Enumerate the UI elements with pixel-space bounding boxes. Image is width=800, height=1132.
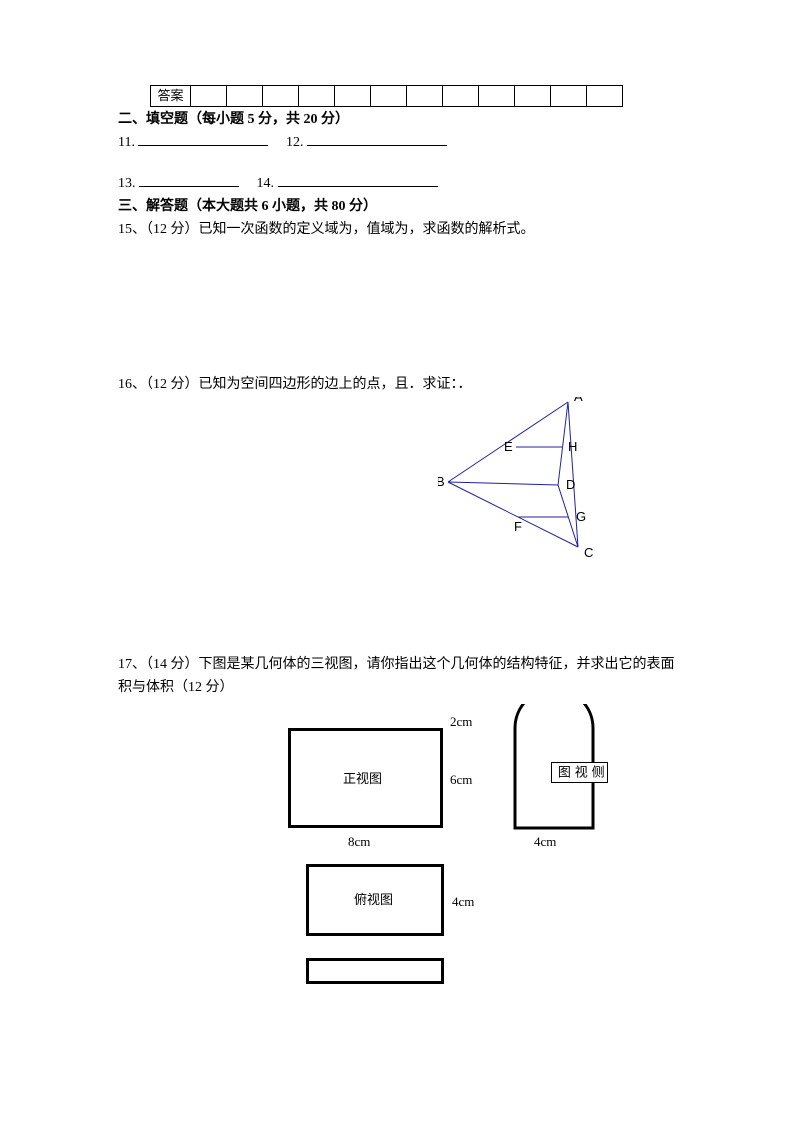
- bottom-rect: [306, 958, 444, 984]
- q14-blank[interactable]: [278, 173, 438, 187]
- answer-table: 答案: [150, 85, 623, 107]
- svg-text:E: E: [504, 439, 513, 454]
- dim-6cm: 6cm: [450, 770, 472, 790]
- answer-cell[interactable]: [299, 86, 335, 107]
- q17-text-b: 积与体积（12 分）: [118, 677, 682, 698]
- q15-text: 15、（12 分）已知一次函数的定义域为，值域为，求函数的解析式。: [118, 219, 682, 240]
- q13-q14-line: 13. 14.: [118, 173, 682, 194]
- q17-text-a: 17、（14 分）下图是某几何体的三视图，请你指出这个几何体的结构特征，并求出它…: [118, 654, 682, 675]
- q16-figure: A B C D E F G H: [438, 397, 638, 562]
- q13-blank[interactable]: [139, 173, 239, 187]
- answer-cell[interactable]: [443, 86, 479, 107]
- answer-cell[interactable]: [335, 86, 371, 107]
- q11-number: 11.: [118, 135, 135, 150]
- answer-cell[interactable]: [551, 86, 587, 107]
- svg-text:B: B: [438, 474, 445, 489]
- dim-4cm-top: 4cm: [452, 892, 474, 912]
- dim-2cm: 2cm: [450, 712, 472, 732]
- q12-number: 12.: [286, 135, 304, 150]
- dim-4cm-side: 4cm: [534, 832, 556, 852]
- front-view-label: 正视图: [343, 769, 382, 789]
- q14-number: 14.: [257, 176, 275, 191]
- section3-heading: 三、解答题（本大题共 6 小题，共 80 分）: [118, 196, 682, 217]
- svg-text:G: G: [576, 509, 586, 524]
- answer-cell[interactable]: [407, 86, 443, 107]
- q16-text: 16、（12 分）已知为空间四边形的边上的点，且．求证：．: [118, 374, 682, 395]
- svg-text:H: H: [568, 439, 577, 454]
- side-view-label: 侧视图: [551, 762, 608, 783]
- q11-q12-line: 11. 12.: [118, 132, 682, 153]
- answer-cell[interactable]: [371, 86, 407, 107]
- answer-label-cell: 答案: [151, 86, 191, 107]
- q11-blank[interactable]: [138, 132, 268, 146]
- svg-text:F: F: [514, 519, 522, 534]
- svg-text:C: C: [584, 545, 593, 560]
- q13-number: 13.: [118, 176, 136, 191]
- answer-cell[interactable]: [515, 86, 551, 107]
- section2-heading: 二、填空题（每小题 5 分，共 20 分）: [118, 109, 682, 130]
- answer-cell[interactable]: [263, 86, 299, 107]
- top-view-label: 俯视图: [354, 890, 393, 910]
- answer-cell[interactable]: [479, 86, 515, 107]
- svg-text:D: D: [566, 477, 575, 492]
- dim-8cm: 8cm: [348, 832, 370, 852]
- svg-text:A: A: [574, 397, 583, 404]
- q12-blank[interactable]: [307, 132, 447, 146]
- three-views-figure: 正视图 2cm 6cm 8cm 侧视图 4cm 俯视图 4cm: [288, 704, 668, 994]
- answer-cell[interactable]: [227, 86, 263, 107]
- answer-cell[interactable]: [191, 86, 227, 107]
- answer-cell[interactable]: [587, 86, 623, 107]
